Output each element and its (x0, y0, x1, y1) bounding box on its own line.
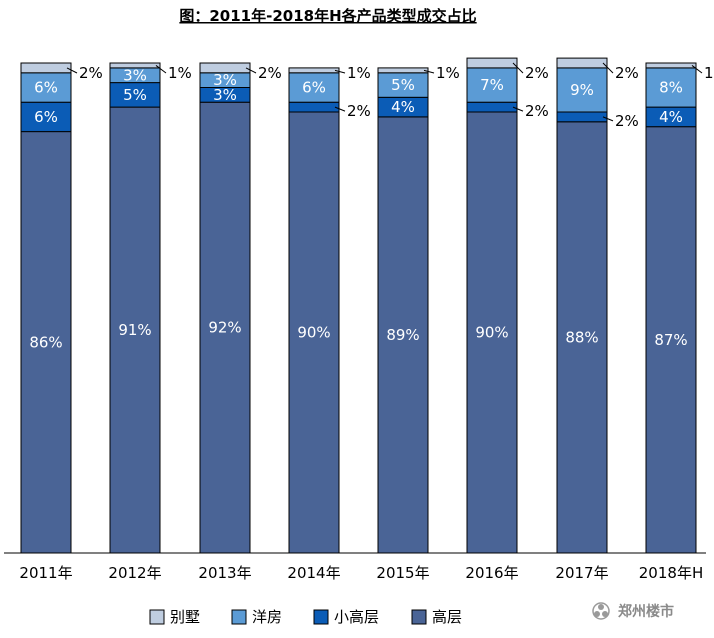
x-tick-label: 2013年 (198, 564, 251, 582)
data-label: 91% (118, 321, 151, 339)
data-label: 92% (208, 319, 241, 337)
x-tick-label: 2012年 (108, 564, 161, 582)
data-label: 7% (480, 76, 504, 94)
data-label: 2% (525, 102, 549, 120)
bar-2-series-3 (199, 62, 251, 74)
bar-1-series-1 (109, 82, 161, 108)
bar-5-series-2 (466, 67, 518, 103)
legend-swatch (313, 609, 329, 625)
bar-3-series-0 (288, 111, 340, 554)
bar-6-series-3 (556, 57, 608, 69)
leader-line (334, 106, 346, 112)
data-label: 87% (654, 331, 687, 349)
x-tick-label: 2016年 (465, 564, 518, 582)
x-tick-label: 2011年 (19, 564, 72, 582)
legend-label: 高层 (432, 608, 462, 626)
leader-line (602, 62, 614, 74)
data-labels-group: 86%6%6%2%91%5%3% 1%92%3%3% 2%90%2%6%1%89%4… (29, 62, 714, 351)
bar-5-series-3 (466, 57, 518, 69)
data-label: 1% (704, 64, 714, 82)
legend-swatch (411, 609, 427, 625)
x-tick-label: 2018年H (639, 564, 703, 582)
bar-1-series-3 (109, 62, 161, 69)
data-label: 2% (615, 112, 639, 130)
bar-3-series-1 (288, 101, 340, 113)
watermark-text: 郑州楼市 (618, 603, 674, 620)
bar-4-series-2 (377, 72, 429, 98)
leader-line (512, 106, 524, 112)
legend-swatch (149, 609, 165, 625)
bars-group (20, 57, 697, 554)
legend-label: 洋房 (252, 608, 282, 626)
bar-4-series-3 (377, 67, 429, 74)
bar-0-series-1 (20, 101, 72, 133)
data-label: 5% (391, 76, 415, 94)
leader-line (245, 67, 257, 74)
bar-6-series-2 (556, 67, 608, 113)
x-tick-label: 2015年 (376, 564, 429, 582)
legend: 别墅 洋房 小高层 高层 (149, 608, 462, 626)
leader-line (602, 116, 614, 122)
data-label: 6% (302, 79, 326, 97)
bar-1-series-0 (109, 106, 161, 554)
bar-5-series-1 (466, 101, 518, 113)
data-label: 3% (213, 86, 237, 104)
x-tick-label: 2014年 (287, 564, 340, 582)
leader-line (423, 69, 435, 74)
data-label: 6% (34, 108, 58, 126)
bar-7-series-0 (645, 126, 697, 554)
bar-3-series-2 (288, 72, 340, 103)
data-label: 3% (123, 66, 147, 84)
leader-line (334, 69, 346, 74)
data-label: 1% (168, 64, 192, 82)
bar-0-series-0 (20, 131, 72, 554)
leader-line (155, 65, 167, 74)
data-label: 88% (565, 328, 598, 346)
data-label: 2% (79, 64, 103, 82)
wechat-logo-icon (592, 602, 610, 620)
legend-label: 别墅 (170, 608, 200, 626)
leader-line (512, 62, 524, 74)
data-label: 9% (570, 81, 594, 99)
legend-label: 小高层 (334, 608, 379, 626)
data-label: 86% (29, 333, 62, 351)
data-label: 89% (386, 326, 419, 344)
leader-line (66, 67, 78, 74)
data-label: 4% (659, 108, 683, 126)
data-label: 1% (347, 64, 371, 82)
data-label: 3% (213, 71, 237, 89)
bar-5-series-0 (466, 111, 518, 554)
data-label: 1% (436, 64, 460, 82)
leader-line (691, 65, 703, 74)
data-label: 8% (659, 79, 683, 97)
legend-swatch (231, 609, 247, 625)
data-label: 90% (297, 324, 330, 342)
data-label: 2% (615, 64, 639, 82)
x-tick-label: 2017年 (555, 564, 608, 582)
bar-7-series-3 (645, 62, 697, 69)
data-label: 2% (525, 64, 549, 82)
data-label: 2% (258, 64, 282, 82)
data-label: 90% (475, 324, 508, 342)
data-label: 4% (391, 98, 415, 116)
bar-3-series-3 (288, 67, 340, 74)
bar-6-series-1 (556, 111, 608, 123)
x-tick-labels: 2011年 2012年 2013年 2014年 2015年 2016年 2017年 2018年… (19, 564, 703, 582)
data-label: 2% (347, 102, 371, 120)
bar-0-series-3 (20, 62, 72, 74)
bar-7-series-2 (645, 67, 697, 108)
data-label: 5% (123, 86, 147, 104)
watermark: 郑州楼市 (592, 602, 674, 620)
bar-4-series-0 (377, 116, 429, 554)
chart-title: 图：2011年-2018年H各产品类型成交占比 (179, 7, 476, 25)
data-label: 6% (34, 79, 58, 97)
